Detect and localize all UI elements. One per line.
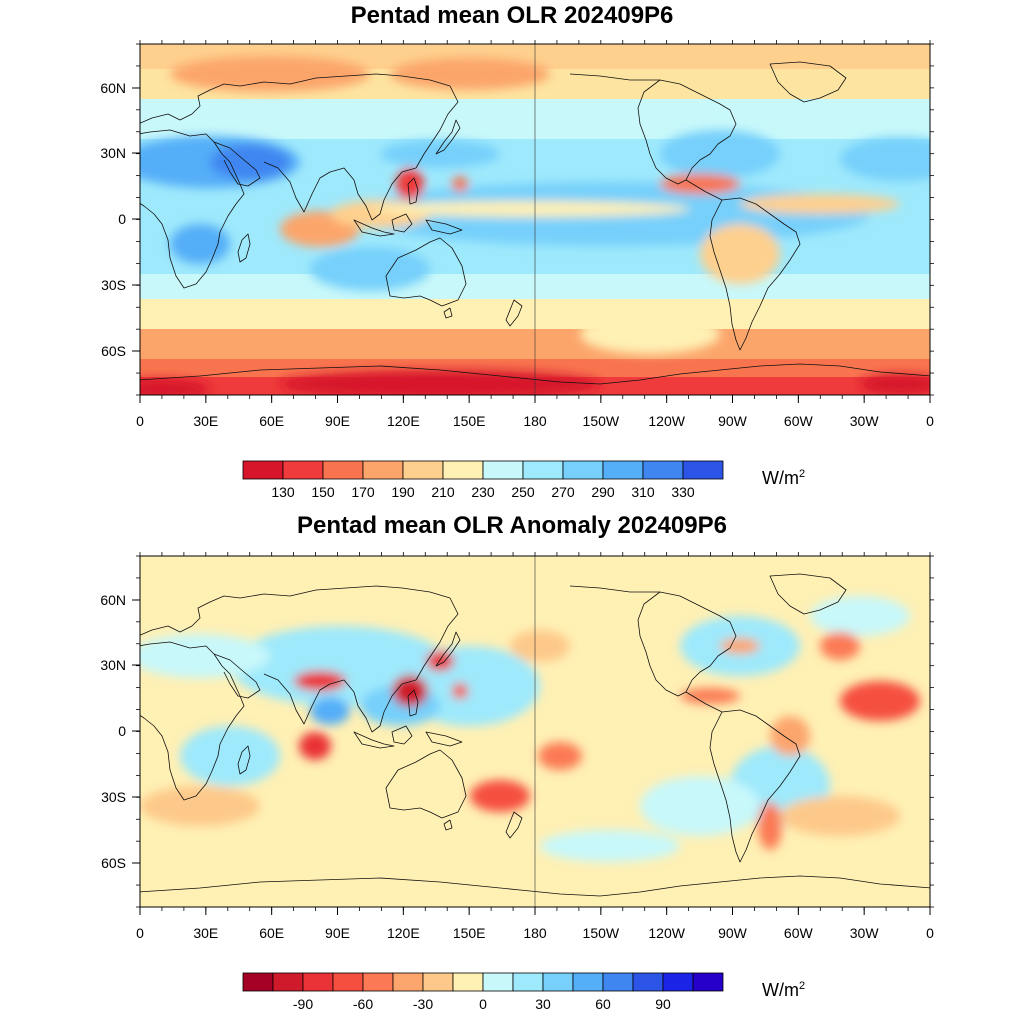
lat-tick-label: 0 bbox=[118, 723, 126, 739]
colorbar-label: 310 bbox=[631, 484, 655, 500]
map-olr bbox=[140, 44, 930, 395]
colorbar-units-olr-anomaly: W/m2 bbox=[762, 980, 805, 1001]
colorbar-swatch bbox=[332, 972, 364, 992]
colorbar-label: 330 bbox=[671, 484, 695, 500]
colorbar-label: 150 bbox=[311, 484, 335, 500]
colorbar-swatch bbox=[602, 460, 644, 480]
colorbar-swatch bbox=[302, 972, 334, 992]
lon-tick-label: 180 bbox=[523, 925, 547, 941]
map-title-olr: Pentad mean OLR 202409P6 bbox=[350, 2, 674, 29]
colorbar-label: 190 bbox=[391, 484, 415, 500]
colorbar-swatch bbox=[662, 972, 694, 992]
units-exponent: 2 bbox=[798, 468, 806, 480]
lat-tick-label: 60S bbox=[101, 343, 126, 359]
colorbar-label: 210 bbox=[431, 484, 455, 500]
colorbar-label: 290 bbox=[591, 484, 615, 500]
lon-tick-label: 60W bbox=[784, 413, 814, 429]
lat-tick-label: 60S bbox=[101, 855, 126, 871]
lon-tick-label: 120W bbox=[648, 925, 685, 941]
colorbar-swatch bbox=[322, 460, 364, 480]
lon-tick-label: 150E bbox=[453, 925, 486, 941]
colorbar-swatch bbox=[242, 460, 284, 480]
lat-tick-label: 60N bbox=[100, 592, 126, 608]
colorbar-swatch bbox=[442, 460, 484, 480]
lon-tick-label: 0 bbox=[136, 413, 144, 429]
colorbars: 130 150 170 190 210 230 250 270 290 310 330 -90 -60 -… bbox=[242, 460, 724, 1012]
colorbar-swatch bbox=[272, 972, 304, 992]
lon-tick-label: 120E bbox=[387, 413, 420, 429]
colorbar-swatch bbox=[542, 972, 574, 992]
lon-tick-label: 30E bbox=[193, 413, 218, 429]
colorbar-swatch bbox=[642, 460, 684, 480]
colorbar-swatch bbox=[482, 972, 514, 992]
colorbar-label: 170 bbox=[351, 484, 375, 500]
colorbar-label: 60 bbox=[595, 996, 611, 1012]
colorbar-label: 130 bbox=[271, 484, 295, 500]
colorbar-label: 0 bbox=[479, 996, 487, 1012]
lon-tick-label: 0 bbox=[136, 925, 144, 941]
units-exponent: 2 bbox=[798, 980, 806, 992]
map-axes: 60N 30N 0 30S 60S 0 30E 60E 90E 120E 150E 180 150W 12… bbox=[100, 40, 934, 941]
colorbar-label: 230 bbox=[471, 484, 495, 500]
lon-tick-label: 150E bbox=[453, 413, 486, 429]
colorbar-swatch bbox=[362, 460, 404, 480]
colorbar-swatch bbox=[692, 972, 724, 992]
colorbar-swatch bbox=[512, 972, 544, 992]
lon-tick-label: 60E bbox=[259, 925, 284, 941]
lat-tick-label: 0 bbox=[118, 211, 126, 227]
lon-tick-label: 150W bbox=[583, 925, 620, 941]
colorbar-swatch bbox=[282, 460, 324, 480]
colorbar-swatch bbox=[422, 972, 454, 992]
lon-tick-label: 120W bbox=[648, 413, 685, 429]
colorbar-swatch bbox=[452, 972, 484, 992]
lat-tick-label: 60N bbox=[100, 80, 126, 96]
lon-tick-label: 120E bbox=[387, 925, 420, 941]
colorbar-swatch bbox=[362, 972, 394, 992]
lat-tick-label: 30S bbox=[101, 277, 126, 293]
lon-tick-label: 60W bbox=[784, 925, 814, 941]
colorbar-label: 90 bbox=[655, 996, 671, 1012]
colorbar-swatch bbox=[392, 972, 424, 992]
lat-tick-label: 30S bbox=[101, 789, 126, 805]
colorbar-label: -30 bbox=[413, 996, 433, 1012]
lon-tick-label: 60E bbox=[259, 413, 284, 429]
colorbar-swatch bbox=[562, 460, 604, 480]
colorbar-swatch bbox=[522, 460, 564, 480]
colorbar-label: -90 bbox=[293, 996, 313, 1012]
lon-tick-label: 0 bbox=[926, 413, 934, 429]
colorbar-label: 270 bbox=[551, 484, 575, 500]
lon-tick-label: 90W bbox=[718, 925, 748, 941]
colorbar-swatch bbox=[402, 460, 444, 480]
colorbar-units-olr: W/m2 bbox=[762, 468, 805, 489]
lon-tick-label: 180 bbox=[523, 413, 547, 429]
lon-tick-label: 90E bbox=[325, 413, 350, 429]
colorbar-swatch bbox=[482, 460, 524, 480]
lon-tick-label: 90W bbox=[718, 413, 748, 429]
map-olr-anomaly bbox=[140, 556, 930, 907]
lon-tick-label: 0 bbox=[926, 925, 934, 941]
lon-tick-label: 150W bbox=[583, 413, 620, 429]
units-base: W/m bbox=[762, 468, 799, 488]
colorbar-swatch bbox=[242, 972, 274, 992]
colorbar-swatch bbox=[682, 460, 724, 480]
map-title-olr-anomaly: Pentad mean OLR Anomaly 202409P6 bbox=[297, 512, 727, 539]
lon-tick-label: 90E bbox=[325, 925, 350, 941]
colorbar-label: 250 bbox=[511, 484, 535, 500]
lon-tick-label: 30W bbox=[850, 925, 880, 941]
lat-tick-label: 30N bbox=[100, 657, 126, 673]
colorbar-swatch bbox=[602, 972, 634, 992]
colorbar-swatch bbox=[632, 972, 664, 992]
lon-tick-label: 30W bbox=[850, 413, 880, 429]
colorbar-label: 30 bbox=[535, 996, 551, 1012]
lat-tick-label: 30N bbox=[100, 145, 126, 161]
lon-tick-label: 30E bbox=[193, 925, 218, 941]
units-base: W/m bbox=[762, 980, 799, 1000]
colorbar-label: -60 bbox=[353, 996, 373, 1012]
colorbar-swatch bbox=[572, 972, 604, 992]
